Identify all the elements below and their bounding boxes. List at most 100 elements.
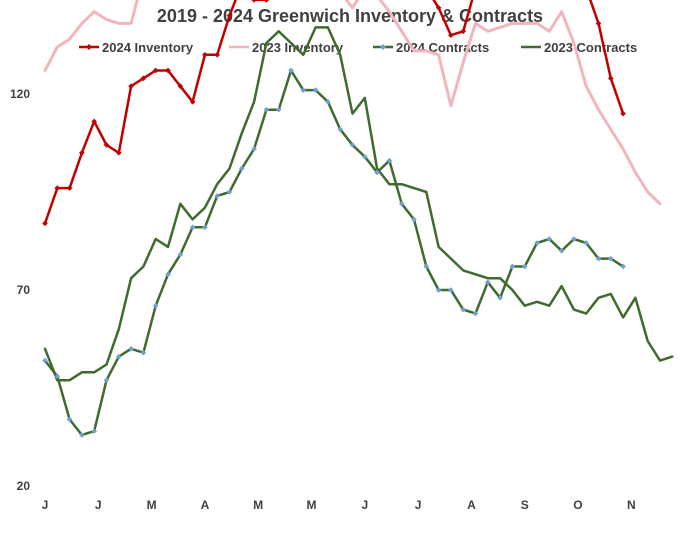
series-2-point-7 bbox=[128, 346, 134, 352]
series-0-point-32 bbox=[435, 4, 442, 11]
series-0-point-7 bbox=[128, 83, 134, 89]
series-2-point-25 bbox=[349, 142, 356, 148]
legend-item-2024-inventory: 2024 Inventory bbox=[78, 38, 193, 56]
series-0-point-14 bbox=[214, 52, 220, 58]
series-2-point-24 bbox=[337, 126, 343, 133]
series-0-point-6 bbox=[116, 150, 122, 156]
series-2-point-27 bbox=[374, 169, 380, 176]
series-2-point-10 bbox=[165, 271, 171, 278]
series-2-point-44 bbox=[583, 240, 589, 246]
series-2-point-5 bbox=[103, 377, 110, 383]
series-0-point-8 bbox=[140, 75, 147, 82]
series-2-point-18 bbox=[263, 106, 270, 113]
series-0-point-18 bbox=[263, 0, 270, 3]
chart-title: 2019 - 2024 Greenwich Inventory & Contra… bbox=[156, 6, 544, 26]
series-0-point-9 bbox=[152, 67, 159, 74]
x-tick-label-8: A bbox=[467, 498, 476, 512]
series-0-point-13 bbox=[202, 52, 208, 58]
series-2-point-12 bbox=[189, 224, 196, 231]
series-2-point-29 bbox=[398, 200, 405, 207]
series-0-point-5 bbox=[103, 142, 110, 148]
series-2-point-35 bbox=[472, 310, 479, 317]
legend-item-2023-inventory: 2023 Inventory bbox=[228, 38, 343, 56]
series-0-point-34 bbox=[460, 28, 466, 35]
series-2-point-0 bbox=[42, 357, 48, 364]
x-tick-label-2: M bbox=[147, 498, 157, 512]
x-tick-label-6: J bbox=[361, 498, 368, 512]
legend-label-2024-inventory: 2024 Inventory bbox=[102, 39, 194, 55]
legend-label-2023-contracts: 2023 Contracts bbox=[544, 39, 638, 55]
y-tick-label-0: 20 bbox=[17, 479, 31, 493]
series-2-point-46 bbox=[608, 255, 614, 262]
legend-swatch-2024-inventory bbox=[79, 44, 99, 50]
series-0-point-12 bbox=[189, 99, 196, 105]
series-0-point-4 bbox=[91, 118, 97, 125]
x-tick-label-9: S bbox=[521, 498, 529, 512]
series-0-point-47 bbox=[620, 110, 626, 117]
series-0-point-10 bbox=[165, 67, 171, 74]
legend-swatch-2023-inventory bbox=[229, 45, 249, 49]
series-0-point-2 bbox=[66, 185, 73, 191]
series-2-point-43 bbox=[571, 236, 577, 242]
y-tick-label-1: 70 bbox=[17, 283, 31, 297]
series-2-point-14 bbox=[214, 193, 220, 199]
series-0-point-33 bbox=[448, 32, 454, 38]
series-2-point-20 bbox=[288, 67, 294, 74]
series-2-point-17 bbox=[251, 146, 257, 152]
series-0-point-11 bbox=[177, 83, 184, 89]
series-2-point-16 bbox=[239, 165, 245, 172]
series-line-3 bbox=[43, 26, 674, 382]
legend-item-2023-contracts: 2023 Contracts bbox=[520, 38, 637, 56]
x-tick-label-10: O bbox=[573, 498, 582, 512]
series-2-point-38 bbox=[509, 263, 516, 270]
series-2-point-26 bbox=[362, 153, 368, 160]
series-0-point-46 bbox=[608, 75, 614, 82]
y-tick-label-2: 120 bbox=[10, 87, 30, 101]
series-2-point-11 bbox=[177, 251, 184, 258]
x-tick-label-4: M bbox=[253, 498, 263, 512]
series-2-point-1 bbox=[54, 373, 61, 380]
x-tick-label-3: A bbox=[201, 498, 210, 512]
series-2-point-45 bbox=[595, 255, 602, 262]
series-0-point-15 bbox=[226, 12, 233, 19]
series-2-point-9 bbox=[152, 302, 159, 309]
series-0-point-3 bbox=[79, 150, 85, 156]
series-0-point-17 bbox=[251, 0, 257, 3]
series-2-point-2 bbox=[66, 416, 73, 423]
series-2-point-6 bbox=[116, 353, 122, 360]
legend-swatch-2023-contracts bbox=[521, 45, 541, 49]
series-2-point-30 bbox=[411, 216, 417, 223]
series-2-point-42 bbox=[558, 248, 565, 254]
series-2-point-8 bbox=[140, 349, 147, 356]
series-2-point-28 bbox=[386, 157, 393, 164]
series-0-point-1 bbox=[54, 185, 61, 191]
series-2-point-39 bbox=[521, 263, 528, 270]
series-2-point-15 bbox=[226, 189, 233, 195]
x-tick-label-11: N bbox=[627, 498, 636, 512]
series-2-point-33 bbox=[448, 287, 454, 293]
legend-swatch-2024-contracts bbox=[373, 44, 393, 50]
series-2-point-31 bbox=[423, 263, 430, 270]
series-0-point-45 bbox=[595, 20, 602, 27]
series-2-point-41 bbox=[546, 236, 553, 242]
series-line-1 bbox=[43, 0, 662, 206]
series-2-point-19 bbox=[275, 106, 282, 113]
x-tick-label-7: J bbox=[415, 498, 422, 512]
series-2-point-47 bbox=[620, 263, 626, 270]
series-2-point-3 bbox=[79, 432, 85, 438]
series-2-point-22 bbox=[312, 87, 319, 93]
series-2-point-36 bbox=[485, 279, 491, 285]
x-tick-label-0: J bbox=[42, 498, 49, 512]
x-tick-label-5: M bbox=[307, 498, 317, 512]
series-2-point-34 bbox=[460, 306, 466, 313]
series-2-point-40 bbox=[534, 240, 540, 246]
series-line-0 bbox=[43, 0, 625, 225]
x-tick-label-1: J bbox=[95, 498, 102, 512]
series-2-point-21 bbox=[300, 87, 307, 93]
series-0-point-0 bbox=[42, 220, 48, 227]
series-2-point-4 bbox=[91, 428, 97, 434]
legend-label-2023-inventory: 2023 Inventory bbox=[252, 39, 344, 55]
series-2-point-13 bbox=[202, 224, 208, 231]
